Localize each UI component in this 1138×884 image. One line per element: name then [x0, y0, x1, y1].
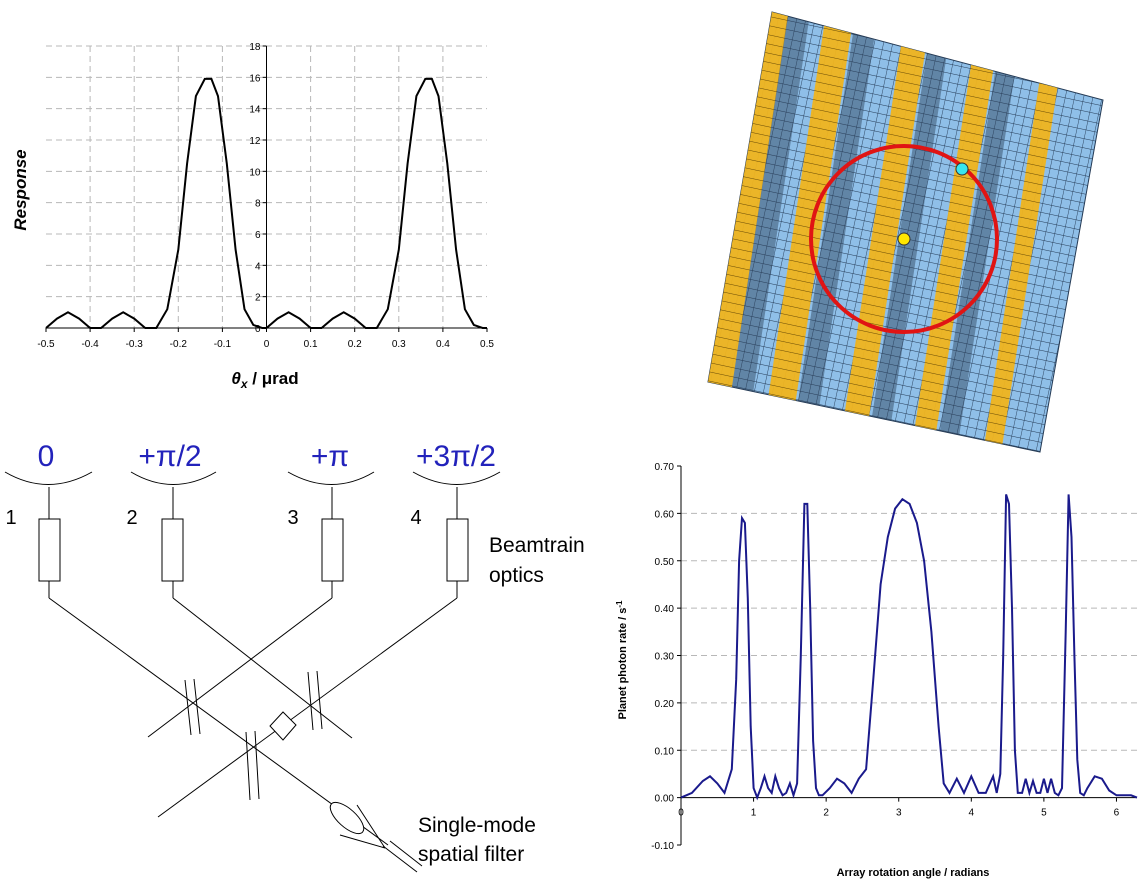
- photon-x-tick-label: 0: [678, 808, 684, 819]
- star-position-marker: [897, 232, 911, 246]
- single-mode-fiber: [382, 840, 423, 873]
- response-x-tick-label: 0.1: [304, 339, 318, 350]
- rotation-circle: [809, 144, 999, 334]
- planet-position-marker: [955, 162, 969, 176]
- beam-splitter-bottom: [245, 730, 260, 801]
- photon-x-tick-label: 3: [896, 808, 902, 819]
- response-x-tick-label: 0.5: [480, 339, 494, 350]
- response-y-tick-label: 10: [249, 167, 261, 178]
- response-x-tick-label: 0.4: [436, 339, 450, 350]
- response-x-tick-label: -0.3: [126, 339, 144, 350]
- phase-label-1: 0: [38, 440, 55, 473]
- photon-y-tick-label: 0.10: [655, 746, 675, 757]
- phase-label-2: +π/2: [138, 440, 201, 473]
- photon-rate-axis-ylabel: Planet photon rate / s-1: [615, 600, 629, 720]
- beam-splitter-right: [307, 670, 323, 731]
- beamtrain-label-line1: Beamtrain: [489, 534, 585, 557]
- photon-y-tick-label: -0.10: [651, 841, 674, 852]
- response-y-tick-label: 12: [249, 136, 261, 147]
- surface-mesh: [707, 11, 1104, 453]
- beam-splitter-left: [184, 678, 201, 736]
- filter-label-line1: Single-mode: [418, 814, 536, 837]
- response-y-tick-label: 2: [255, 293, 261, 304]
- beamtrain-box-3: [321, 518, 344, 582]
- mirror-4: [412, 471, 501, 485]
- response-y-tick-label: 16: [249, 73, 261, 84]
- photon-x-tick-label: 2: [823, 808, 829, 819]
- mirror-3: [287, 471, 375, 485]
- beam-number-2: 2: [126, 507, 137, 529]
- response-y-tick-label: 8: [255, 199, 261, 210]
- beamtrain-box-2: [161, 518, 184, 582]
- response-x-tick-label: -0.4: [81, 339, 99, 350]
- photon-y-tick-label: 0.20: [655, 699, 675, 710]
- response-y-tick-label: 18: [249, 42, 261, 53]
- photon-rate-axis-xlabel: Array rotation angle / radians: [837, 867, 990, 879]
- mirror-2: [130, 471, 217, 485]
- beamtrain-label-line2: optics: [489, 564, 544, 587]
- photon-x-tick-label: 1: [751, 808, 757, 819]
- response-x-tick-label: -0.1: [214, 339, 232, 350]
- response-x-tick-label: 0.2: [348, 339, 362, 350]
- response-y-tick-label: 4: [255, 261, 261, 272]
- beam-path-2: [172, 597, 353, 739]
- photon-y-tick-label: 0.70: [655, 462, 675, 473]
- photon-x-tick-label: 5: [1041, 808, 1047, 819]
- response-x-tick-label: -0.5: [37, 339, 55, 350]
- phase-label-3: +π: [311, 440, 349, 473]
- beamtrain-box-1: [38, 518, 61, 582]
- photon-y-tick-label: 0.60: [655, 509, 675, 520]
- photon-rate-series-line: [680, 494, 1138, 801]
- beam-number-3: 3: [287, 507, 298, 529]
- response-y-tick-label: 14: [249, 105, 261, 116]
- photon-y-tick-label: 0.30: [655, 652, 675, 663]
- phase-shifter: [269, 711, 297, 741]
- response-x-tick-label: -0.2: [170, 339, 188, 350]
- photon-x-tick-label: 4: [969, 808, 975, 819]
- response-axis-xlabel: θx / μrad: [231, 369, 298, 391]
- photon-x-tick-label: 6: [1114, 808, 1120, 819]
- response-y-tick-label: 6: [255, 230, 261, 241]
- phase-label-4: +3π/2: [416, 440, 496, 473]
- photon-y-tick-label: 0.00: [655, 794, 675, 805]
- beam-number-1: 1: [5, 507, 16, 529]
- beam-path-4: [157, 597, 458, 818]
- spatial-filter-lens: [329, 801, 365, 835]
- beam-number-4: 4: [410, 507, 421, 529]
- response-series-line: [45, 77, 487, 329]
- photon-y-tick-label: 0.40: [655, 604, 675, 615]
- filter-label-line2: spatial filter: [418, 843, 524, 866]
- response-x-tick-label: 0: [264, 339, 270, 350]
- response-y-tick-label: 0: [255, 324, 261, 335]
- beamtrain-box-4: [446, 518, 469, 582]
- beam-path-3: [147, 597, 333, 738]
- response-x-tick-label: 0.3: [392, 339, 406, 350]
- mirror-1: [4, 471, 93, 485]
- photon-y-tick-label: 0.50: [655, 557, 675, 568]
- response-axis-ylabel: Response: [11, 149, 30, 230]
